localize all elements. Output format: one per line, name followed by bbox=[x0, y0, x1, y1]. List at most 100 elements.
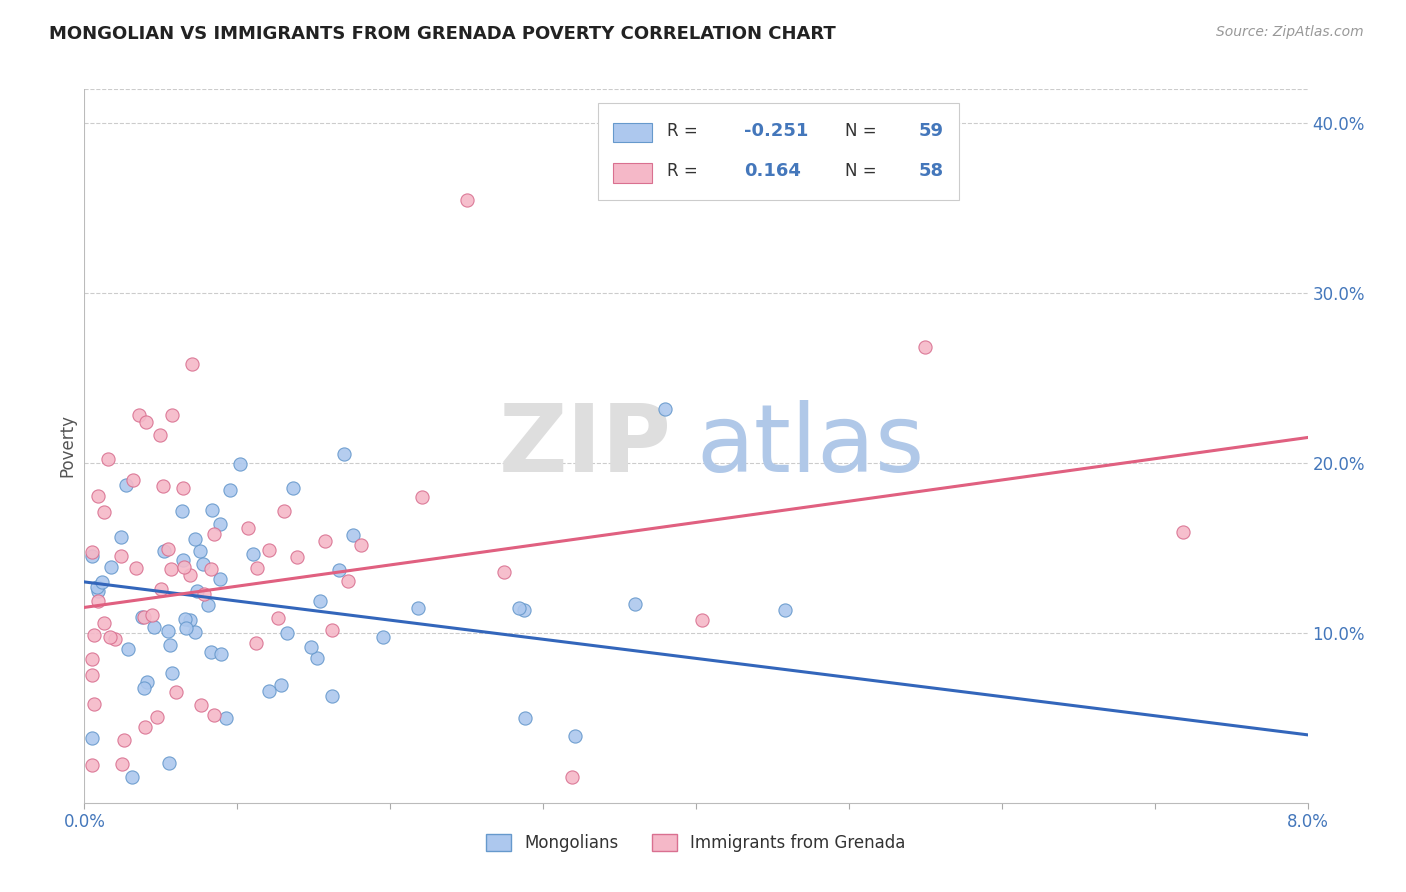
Point bbox=[209, 572, 232, 586]
FancyBboxPatch shape bbox=[613, 122, 652, 142]
Point bbox=[80, 544, 103, 558]
Point bbox=[411, 490, 433, 504]
Text: -0.251: -0.251 bbox=[744, 121, 808, 139]
Point bbox=[87, 583, 110, 598]
Point bbox=[190, 698, 212, 712]
Point bbox=[179, 613, 201, 627]
Point bbox=[1171, 524, 1194, 539]
Point bbox=[172, 504, 194, 518]
Point bbox=[623, 598, 645, 612]
Point bbox=[564, 729, 586, 743]
Point bbox=[321, 624, 343, 638]
Point bbox=[93, 615, 115, 630]
Text: 59: 59 bbox=[918, 121, 943, 139]
Point bbox=[121, 474, 143, 488]
Point bbox=[184, 532, 207, 546]
Point bbox=[157, 756, 180, 771]
Point bbox=[80, 731, 103, 745]
Point bbox=[134, 720, 156, 734]
Point bbox=[456, 193, 478, 207]
Text: ZIP: ZIP bbox=[499, 400, 672, 492]
Point bbox=[209, 647, 232, 661]
Y-axis label: Poverty: Poverty bbox=[58, 415, 76, 477]
Point bbox=[215, 711, 238, 725]
Point bbox=[333, 448, 356, 462]
Point bbox=[142, 620, 165, 634]
Point bbox=[245, 635, 267, 649]
Point bbox=[561, 770, 583, 784]
Point bbox=[110, 530, 132, 544]
Legend: Mongolians, Immigrants from Grenada: Mongolians, Immigrants from Grenada bbox=[479, 827, 912, 859]
Point bbox=[494, 565, 516, 579]
Point bbox=[83, 698, 105, 712]
Point bbox=[202, 526, 225, 541]
Point bbox=[82, 668, 104, 682]
Point bbox=[98, 630, 121, 644]
Point bbox=[337, 574, 360, 588]
Point bbox=[80, 758, 103, 772]
Point bbox=[209, 517, 232, 532]
Point bbox=[242, 547, 264, 561]
Point bbox=[111, 757, 134, 772]
Text: R =: R = bbox=[666, 121, 703, 139]
Point bbox=[200, 645, 222, 659]
Text: Source: ZipAtlas.com: Source: ZipAtlas.com bbox=[1216, 25, 1364, 39]
Point bbox=[200, 562, 222, 576]
Point bbox=[513, 603, 536, 617]
Point bbox=[149, 582, 172, 596]
Point bbox=[162, 666, 184, 681]
Text: atlas: atlas bbox=[696, 400, 924, 492]
Point bbox=[281, 481, 304, 495]
Point bbox=[181, 357, 204, 371]
Point bbox=[132, 681, 155, 696]
Point bbox=[128, 408, 150, 422]
Point bbox=[156, 624, 179, 639]
Point bbox=[104, 632, 127, 647]
Point bbox=[100, 560, 122, 574]
Point bbox=[173, 559, 195, 574]
Point bbox=[342, 528, 364, 542]
Point bbox=[246, 560, 269, 574]
Point bbox=[86, 580, 108, 594]
Text: MONGOLIAN VS IMMIGRANTS FROM GRENADA POVERTY CORRELATION CHART: MONGOLIAN VS IMMIGRANTS FROM GRENADA POV… bbox=[49, 25, 837, 43]
Point bbox=[371, 630, 394, 644]
Point bbox=[285, 549, 308, 564]
Point bbox=[773, 603, 796, 617]
Point bbox=[350, 539, 373, 553]
Point bbox=[97, 452, 120, 467]
Point bbox=[115, 477, 138, 491]
Point bbox=[112, 733, 135, 747]
Point bbox=[321, 690, 343, 704]
Point bbox=[165, 685, 187, 699]
Point bbox=[309, 593, 332, 607]
Point bbox=[307, 651, 329, 665]
Point bbox=[121, 770, 143, 784]
Point bbox=[149, 428, 172, 442]
Point bbox=[238, 521, 260, 535]
Point bbox=[201, 503, 224, 517]
Point bbox=[153, 544, 176, 558]
Point bbox=[80, 549, 103, 563]
FancyBboxPatch shape bbox=[598, 103, 959, 200]
Text: 58: 58 bbox=[918, 162, 943, 180]
Text: N =: N = bbox=[845, 162, 882, 180]
Point bbox=[270, 678, 292, 692]
Point bbox=[152, 479, 174, 493]
Point bbox=[80, 652, 103, 666]
Point bbox=[110, 549, 132, 563]
Point bbox=[135, 675, 157, 690]
Point bbox=[179, 567, 201, 582]
Point bbox=[135, 415, 157, 429]
Point bbox=[91, 574, 114, 589]
Point bbox=[83, 628, 105, 642]
Point bbox=[87, 594, 110, 608]
Point bbox=[156, 541, 179, 556]
Point bbox=[87, 490, 110, 504]
Point bbox=[219, 483, 242, 498]
Point bbox=[132, 609, 155, 624]
Text: 0.164: 0.164 bbox=[744, 162, 800, 180]
Point bbox=[267, 611, 290, 625]
Point bbox=[914, 341, 936, 355]
Point bbox=[159, 638, 181, 652]
Point bbox=[515, 711, 537, 725]
